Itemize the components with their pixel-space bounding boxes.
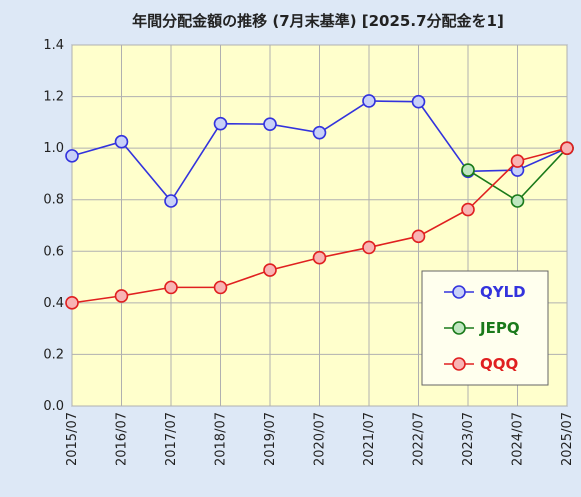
x-tick-label: 2018/07 <box>214 412 229 466</box>
data-point-jepq <box>461 163 475 177</box>
y-tick-label: 0.0 <box>43 399 64 414</box>
x-tick-label: 2019/07 <box>263 412 278 466</box>
data-point-qyld <box>263 117 277 131</box>
data-point-qyld <box>362 94 376 108</box>
x-tick-label: 2022/07 <box>412 412 427 466</box>
y-tick-label: 0.4 <box>43 296 64 311</box>
data-point-jepq <box>510 194 525 208</box>
y-tick-label: 0.6 <box>43 244 64 259</box>
data-point-qqq <box>510 154 525 168</box>
legend-label-jepq: JEPQ <box>479 319 520 337</box>
data-point-qqq <box>411 229 426 244</box>
series-layer <box>65 94 574 310</box>
legend-label-qqq: QQQ <box>480 355 518 373</box>
y-tick-label: 1.0 <box>43 141 64 156</box>
legend-box <box>421 270 549 386</box>
legend-marker-qyld <box>452 285 466 299</box>
data-point-qqq <box>312 250 327 265</box>
x-tick-label: 2025/07 <box>560 412 575 466</box>
x-tick-label: 2021/07 <box>362 412 377 466</box>
x-tick-label: 2023/07 <box>461 412 476 466</box>
legend-marker-jepq <box>452 321 466 335</box>
x-tick-label: 2020/07 <box>313 412 328 466</box>
grid-lines <box>71 44 568 407</box>
y-tick-label: 1.2 <box>43 90 64 105</box>
data-point-qyld <box>411 94 426 109</box>
chart-title: 年間分配金額の推移 (7月末基準) [2025.7分配金を1] <box>132 12 504 30</box>
data-point-qqq <box>164 280 178 295</box>
legend-marker-qqq <box>452 357 466 371</box>
data-point-qqq <box>65 296 79 310</box>
data-point-qqq <box>560 141 574 155</box>
data-point-qyld <box>213 116 228 131</box>
data-point-qyld <box>164 194 178 208</box>
y-tick-label: 1.4 <box>43 38 64 53</box>
x-tick-label: 2015/07 <box>65 412 80 466</box>
data-point-qqq <box>362 240 376 255</box>
y-tick-label: 0.2 <box>43 347 64 362</box>
data-point-qqq <box>461 202 475 217</box>
data-point-qyld <box>114 134 129 149</box>
axis-labels: 0.0 0.2 0.4 0.6 0.8 1.0 1.2 1.4 2015/07 2016/07 20… <box>43 38 575 466</box>
data-point-qqq <box>213 280 228 295</box>
data-point-qqq <box>114 289 129 303</box>
legend-label-qyld: QYLD <box>480 283 526 301</box>
data-point-qyld <box>65 149 79 163</box>
x-tick-label: 2017/07 <box>164 412 179 466</box>
legend: QYLD JEPQ QQQ <box>421 270 549 386</box>
data-point-qqq <box>263 263 277 277</box>
x-tick-label: 2016/07 <box>115 412 130 466</box>
x-tick-label: 2024/07 <box>511 412 526 466</box>
data-point-qyld <box>312 125 327 140</box>
y-tick-label: 0.8 <box>43 193 64 208</box>
series-qqq <box>65 141 574 310</box>
